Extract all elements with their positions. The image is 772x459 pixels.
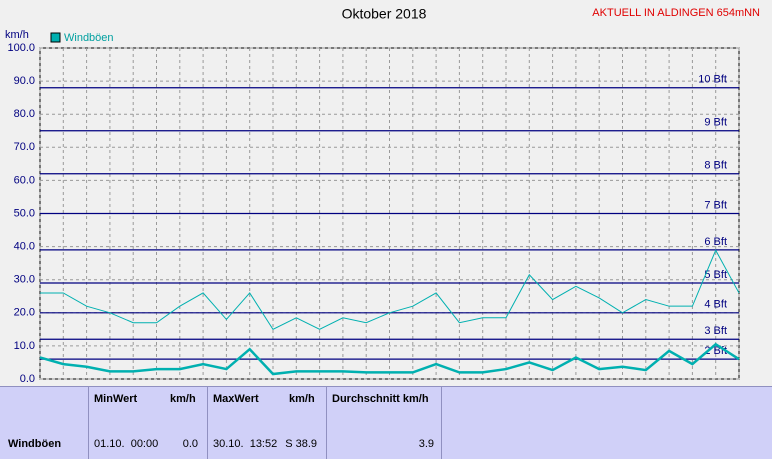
chart: Oktober 2018 AKTUELL IN ALDINGEN 654mNN … — [0, 0, 772, 386]
beaufort-label: 6 Bft — [704, 236, 727, 248]
column-separator — [207, 387, 208, 459]
subtitle: AKTUELL IN ALDINGEN 654mNN — [592, 7, 760, 19]
stats-table: MinWert km/h MaxWert km/h Durchschnitt k… — [0, 386, 772, 459]
y-tick-label: 90.0 — [14, 75, 35, 87]
header-cell: km/h — [289, 393, 315, 405]
column-separator — [88, 387, 89, 459]
beaufort-label: 8 Bft — [704, 160, 727, 172]
y-tick-label: 70.0 — [14, 141, 35, 153]
cell: 01.10. 00:00 — [94, 438, 158, 450]
y-tick-label: 40.0 — [14, 241, 35, 253]
y-tick-label: 30.0 — [14, 274, 35, 286]
y-tick-label: 0.0 — [20, 373, 35, 385]
cell: 0.0 — [183, 438, 198, 450]
row-label: Windböen — [8, 438, 61, 450]
beaufort-label: 5 Bft — [704, 269, 727, 281]
legend-label: Windböen — [64, 32, 114, 44]
header-cell: km/h — [170, 393, 196, 405]
y-tick-label: 100.0 — [7, 42, 35, 54]
header-cell: Durchschnitt km/h — [332, 393, 429, 405]
header-cell: MaxWert — [213, 393, 259, 405]
cell: 30.10. 13:52 — [213, 438, 277, 450]
column-separator — [326, 387, 327, 459]
y-tick-label: 20.0 — [14, 307, 35, 319]
beaufort-label: 9 Bft — [704, 117, 727, 129]
cell: 3.9 — [419, 438, 434, 450]
y-tick-label: 50.0 — [14, 207, 35, 219]
cell: S 38.9 — [285, 438, 317, 450]
y-tick-label: 60.0 — [14, 174, 35, 186]
y-axis-label: km/h — [5, 29, 29, 41]
beaufort-label: 7 Bft — [704, 199, 727, 211]
chart-title: Oktober 2018 — [342, 6, 427, 22]
header-cell: MinWert — [94, 393, 137, 405]
y-tick-label: 10.0 — [14, 340, 35, 352]
column-separator — [441, 387, 442, 459]
legend-swatch — [51, 33, 60, 42]
beaufort-label: 4 Bft — [704, 299, 727, 311]
beaufort-label: 3 Bft — [704, 325, 727, 337]
y-tick-label: 80.0 — [14, 108, 35, 120]
beaufort-label: 10 Bft — [698, 74, 727, 86]
